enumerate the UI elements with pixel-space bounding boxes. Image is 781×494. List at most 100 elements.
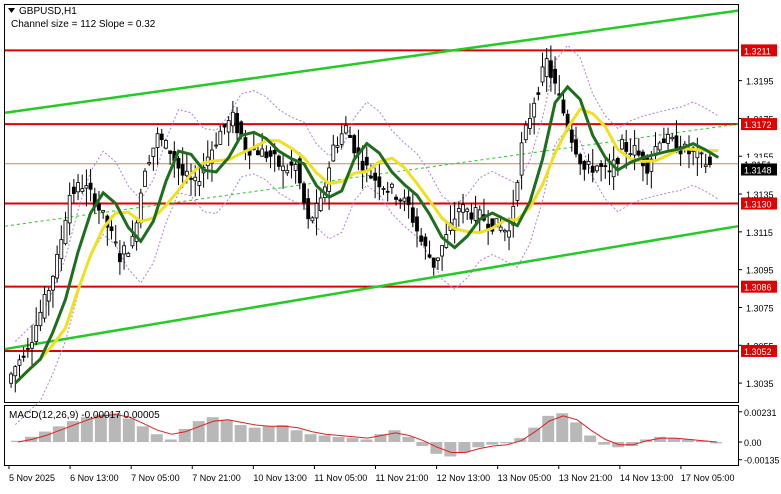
moving-averages [14, 84, 720, 385]
candle-body [515, 182, 520, 201]
candle-body [193, 176, 198, 182]
macd-indicator: 0.00231 0.00 -0.00135 [11, 408, 780, 466]
candle-body [59, 239, 64, 260]
time-label-9: 13 Nov 21:00 [559, 473, 613, 483]
candle-body [427, 254, 432, 258]
candle-body [703, 164, 708, 167]
candle-body [436, 257, 440, 261]
candle-body [310, 217, 315, 222]
macd-histogram-bar [710, 442, 722, 444]
macd-histogram-bar [66, 421, 79, 443]
macd-histogram-bar [248, 427, 261, 443]
candle-body [369, 175, 373, 179]
candle-body [473, 207, 478, 221]
candle-body [168, 150, 173, 154]
candle-body [180, 164, 185, 176]
candle-body [222, 124, 227, 128]
candle-body [624, 142, 629, 152]
channel-line-0 [4, 9, 739, 114]
candle-body [335, 145, 340, 148]
macd-histogram-bar [374, 434, 387, 443]
candle-body [331, 144, 336, 162]
candle-body [113, 241, 118, 244]
candle-body [569, 129, 574, 143]
candle-body [532, 102, 537, 118]
candle-body [394, 196, 398, 200]
time-label-4: 10 Nov 13:00 [253, 473, 307, 483]
price-tick-label-8: 1.3035 [746, 379, 774, 389]
candle-body [126, 252, 131, 257]
candle-body [544, 58, 549, 78]
candle-body [523, 124, 528, 141]
candle-body [130, 235, 135, 247]
candle-body [507, 230, 511, 238]
candle-body [21, 355, 26, 358]
candle-body [314, 203, 319, 219]
candle-body [540, 66, 545, 83]
candle-body [88, 182, 93, 190]
macd-histogram-bar [234, 425, 247, 443]
macd-histogram-bar [500, 442, 513, 444]
candle-body [76, 182, 80, 193]
macd-histogram-bar [346, 438, 359, 443]
candle-body [461, 204, 465, 213]
candle-body [243, 137, 248, 151]
macd-histogram-bar [696, 440, 709, 443]
time-label-8: 13 Nov 05:00 [498, 473, 552, 483]
candle-body [645, 157, 650, 174]
candle-body [226, 120, 231, 133]
price-tick-label-5: 1.3095 [746, 266, 774, 276]
candle-body [561, 99, 566, 114]
macd-histogram-bar [528, 427, 541, 443]
dropdown-triangle-icon[interactable] [8, 8, 15, 13]
candle-body [649, 158, 654, 172]
candle-body [30, 342, 34, 349]
candle-body [34, 324, 39, 342]
time-label-5: 11 Nov 05:00 [314, 473, 367, 483]
candle-body [410, 207, 415, 223]
candle-body [528, 117, 532, 129]
macd-histogram-bar [164, 439, 177, 443]
candle-body [607, 170, 612, 173]
candle-body [63, 219, 68, 245]
macd-histogram-bar [318, 435, 331, 443]
candle-body [84, 185, 89, 189]
candle-body [151, 147, 156, 157]
candle-body [469, 212, 474, 220]
macd-histogram-bar [304, 434, 317, 443]
candle-body [214, 144, 219, 147]
candle-body [615, 158, 620, 165]
price-tick-label-2: 1.3155 [746, 152, 774, 162]
candle-body [176, 157, 181, 169]
candle-body [343, 125, 348, 134]
candle-body [210, 149, 214, 164]
candle-body [398, 199, 403, 202]
macd-signal-line [17, 413, 718, 453]
candle-body [264, 151, 269, 159]
candle-body [277, 155, 281, 167]
macd-histogram-bar [556, 413, 569, 443]
candle-body [281, 165, 285, 171]
slow-ma-line [14, 84, 720, 385]
macd-histogram-bar [570, 422, 583, 443]
candle-body [80, 188, 85, 192]
current-price-label: 1.3148 [744, 165, 772, 175]
candle-body [553, 68, 557, 84]
macd-histogram-bar [178, 428, 191, 443]
time-label-1: 6 Nov 13:00 [70, 473, 119, 483]
candle-body [364, 156, 369, 166]
candle-body [268, 150, 273, 157]
candle-body [657, 142, 662, 151]
candle-body [708, 156, 712, 166]
candle-body [256, 150, 260, 156]
candle-body [230, 111, 235, 127]
macd-label: MACD(12,26,9) -0.00017 0.00005 [9, 410, 160, 421]
macd-histogram-bar [136, 426, 149, 443]
candle-body [490, 218, 495, 232]
candle-body [402, 197, 407, 202]
macd-histogram-bar [332, 436, 345, 443]
macd-histogram-bar [402, 436, 415, 443]
macd-histogram-bar [276, 425, 289, 443]
macd-histogram-bar [220, 419, 233, 443]
